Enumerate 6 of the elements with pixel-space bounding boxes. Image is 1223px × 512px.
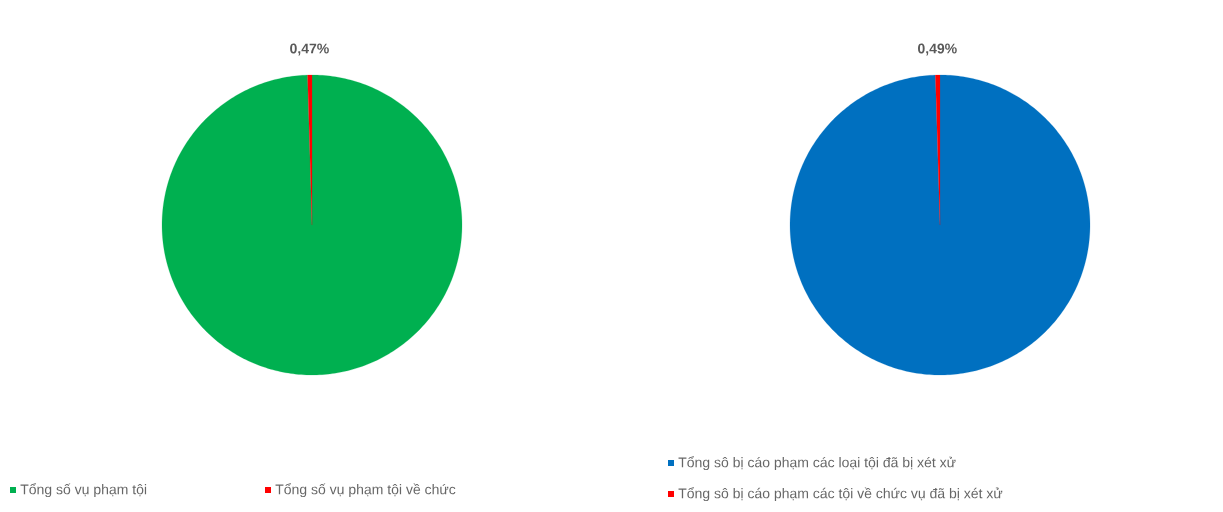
legend-label: Tổng sô bị cáo phạm các tội về chức vụ đã bị xét xử — [678, 486, 1003, 502]
legend-label: Tổng sô bị cáo phạm các loại tội đã bị xét xử — [678, 455, 956, 471]
legend-label: Tổng số vụ phạm tội về chức — [275, 482, 456, 498]
data-label: 0,49% — [918, 43, 957, 56]
legend-label: Tổng số vụ phạm tội — [20, 482, 147, 498]
data-label: 0,47% — [290, 43, 329, 56]
